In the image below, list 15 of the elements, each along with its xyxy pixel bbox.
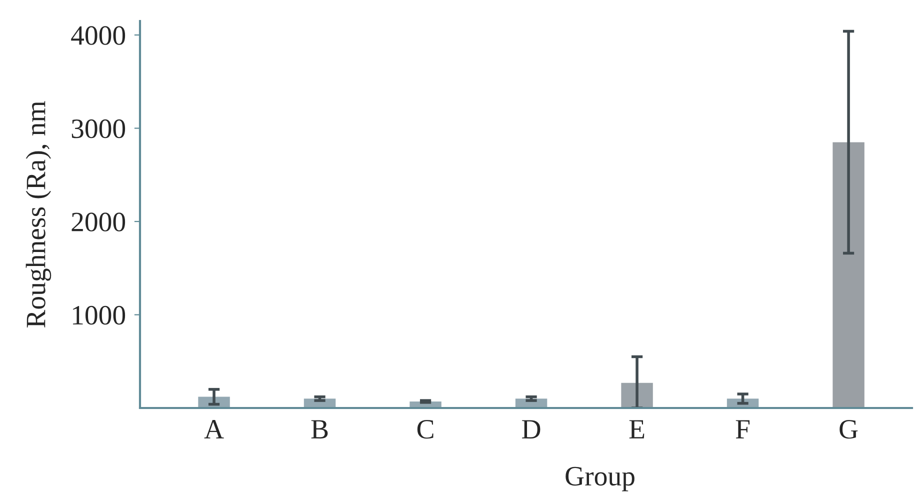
y-tick-label: 3000	[72, 119, 126, 138]
x-tick-label: F	[736, 420, 750, 438]
bar	[832, 142, 864, 408]
x-axis-title: Group	[566, 466, 634, 492]
x-tick-label: D	[522, 420, 540, 438]
x-tick-label: G	[840, 420, 858, 439]
y-tick-label: 2000	[72, 212, 126, 232]
bar	[621, 382, 653, 408]
x-tick-label: E	[629, 420, 644, 438]
y-tick-label: 4000	[71, 26, 126, 45]
x-tick-label: A	[204, 420, 224, 438]
y-axis-title: Roughness (Ra), nm	[26, 101, 52, 328]
x-tick-label: B	[311, 420, 328, 438]
x-tick-label: C	[417, 420, 434, 439]
y-tick-label: 1000	[73, 306, 126, 325]
